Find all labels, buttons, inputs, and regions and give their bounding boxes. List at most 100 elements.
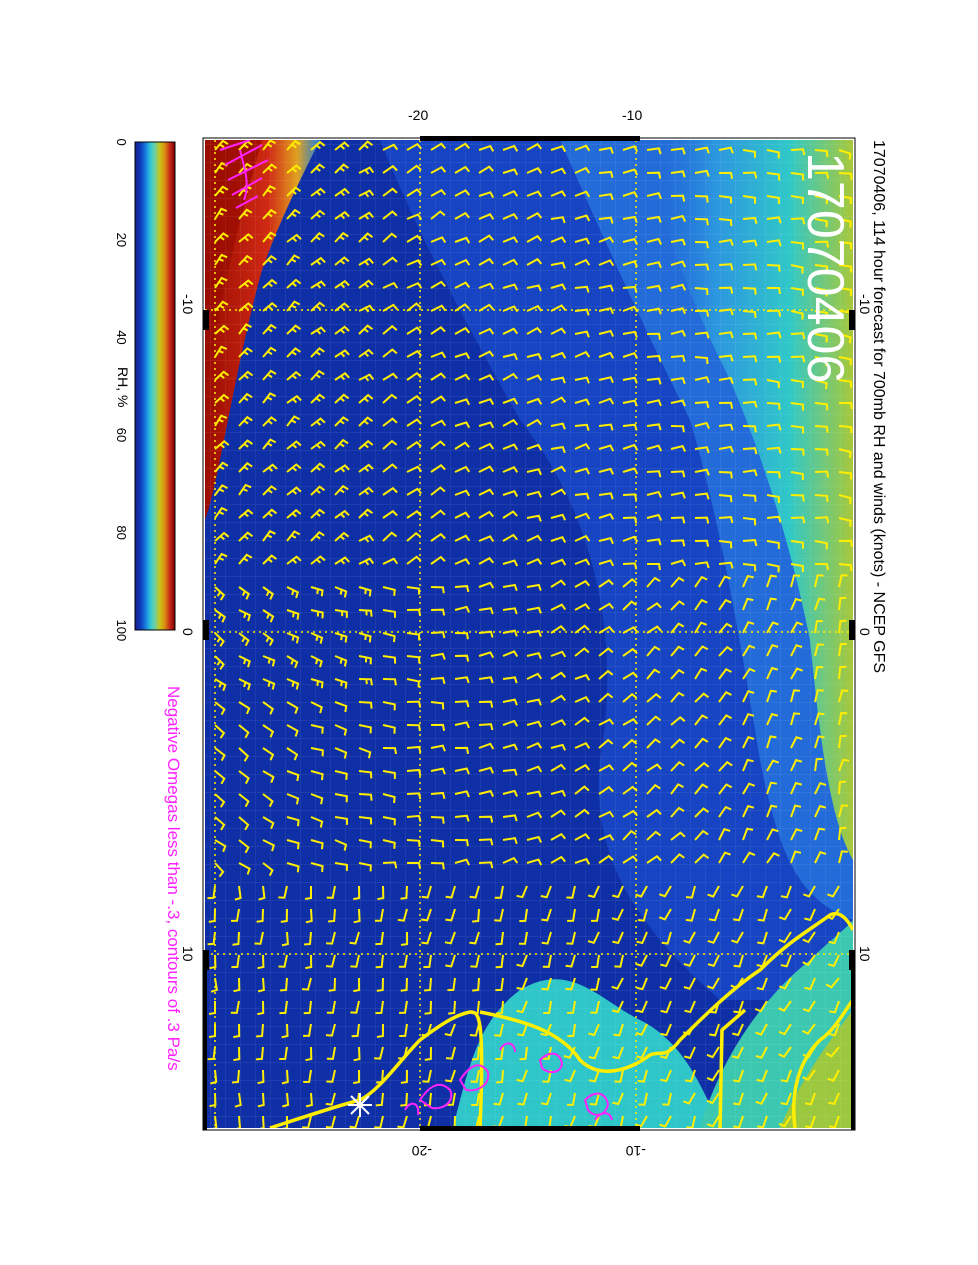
- wind-barb: [310, 393, 326, 404]
- wind-barb: [526, 629, 542, 637]
- colorbar-ticks: 0 20 40 60 80 100: [114, 139, 129, 642]
- wind-barb: [454, 767, 470, 775]
- wind-barb: [478, 488, 495, 496]
- wind-barb: [334, 438, 349, 450]
- wind-barb: [790, 850, 802, 864]
- wind-barb: [454, 654, 470, 662]
- wind-barb: [670, 147, 686, 155]
- wind-barb: [790, 425, 805, 434]
- wind-barb: [766, 423, 782, 431]
- wind-barb: [305, 1092, 313, 1108]
- wind-barb: [303, 1000, 312, 1015]
- wind-barb: [550, 488, 567, 496]
- wind-barb: [478, 766, 495, 774]
- wind-barb: [397, 908, 408, 922]
- wind-barb: [454, 721, 470, 729]
- wind-barb: [454, 746, 470, 754]
- wind-barb: [670, 329, 687, 337]
- wind-barb: [598, 537, 614, 545]
- wind-barb: [502, 743, 519, 751]
- wind-barb: [430, 839, 445, 848]
- wind-barb: [495, 1046, 504, 1060]
- wind-barb: [574, 785, 590, 795]
- wind-barb: [814, 310, 828, 319]
- wind-barb: [214, 531, 230, 542]
- wind-barb: [214, 393, 230, 404]
- wind-barb: [838, 780, 846, 795]
- wind-barb: [310, 232, 325, 243]
- wind-barb: [790, 264, 804, 274]
- wind-barb: [590, 977, 600, 991]
- wind-barb: [262, 416, 277, 427]
- wind-barb: [262, 839, 275, 852]
- wind-barb: [445, 885, 456, 899]
- wind-barb: [646, 171, 662, 179]
- wind-barb: [670, 539, 686, 547]
- wind-barb: [286, 862, 300, 873]
- wind-barb: [708, 908, 720, 922]
- wind-barb: [376, 977, 384, 992]
- rh-field: [205, 140, 853, 1128]
- wind-barb: [382, 747, 397, 755]
- wind-barb: [382, 816, 396, 826]
- wind-barb: [406, 632, 421, 641]
- wind-barb: [766, 379, 780, 389]
- wind-barb: [838, 218, 852, 228]
- wind-barb: [358, 678, 373, 686]
- wind-barb: [310, 485, 326, 496]
- wind-barb: [502, 466, 519, 473]
- wind-barb: [238, 302, 254, 312]
- wind-barb: [406, 700, 422, 708]
- wind-barb: [694, 356, 709, 365]
- wind-barb: [516, 885, 528, 899]
- wind-barb: [742, 827, 754, 841]
- wind-barb: [718, 783, 733, 795]
- wind-barb: [825, 1046, 840, 1058]
- wind-barb: [430, 862, 445, 870]
- wind-barb: [718, 736, 732, 749]
- wind-barb: [230, 908, 240, 922]
- wind-barb: [542, 1069, 552, 1083]
- wind-barb: [778, 1046, 792, 1058]
- wind-barb: [406, 861, 422, 869]
- wind-barb: [526, 397, 543, 405]
- wind-barb: [262, 323, 277, 335]
- wind-barb: [471, 1046, 480, 1061]
- wind-barb: [742, 239, 758, 247]
- wind-barb: [646, 783, 661, 795]
- wind-barb: [803, 885, 816, 898]
- wind-barb: [622, 351, 639, 359]
- wind-barb: [470, 1069, 480, 1083]
- wind-barb: [454, 421, 471, 429]
- wind-barb: [478, 510, 494, 519]
- wind-barb: [334, 163, 349, 174]
- lon-tick-right-3: 10: [857, 946, 873, 962]
- wind-barb: [731, 1046, 744, 1059]
- wind-barb: [382, 324, 398, 335]
- wind-barb: [790, 332, 806, 340]
- axis-labels: -20 -10 -20 -10 -10 0 10 -10 0 10: [180, 107, 873, 1159]
- wind-barb: [502, 650, 519, 658]
- wind-barb: [238, 724, 250, 739]
- wind-barb: [382, 586, 396, 596]
- wind-barb: [238, 279, 254, 289]
- wind-barb: [814, 448, 829, 456]
- wind-barb: [422, 1069, 432, 1083]
- wind-barb: [516, 954, 528, 968]
- wind-barb: [814, 666, 824, 680]
- wind-barb: [478, 723, 494, 731]
- wind-barb: [694, 492, 710, 500]
- wind-barb: [214, 609, 227, 623]
- wind-barb: [646, 377, 662, 385]
- wind-barb: [454, 258, 471, 266]
- wind-barb: [766, 621, 779, 634]
- wind-barb: [828, 931, 840, 945]
- wind-barb: [214, 345, 228, 358]
- colorbar-swatch: [134, 141, 176, 631]
- wind-barb: [454, 585, 470, 593]
- wind-barb: [550, 535, 567, 543]
- wind-barb: [454, 142, 470, 151]
- wind-barb: [612, 931, 624, 945]
- wind-barb: [430, 280, 446, 289]
- wind-barb: [358, 632, 372, 643]
